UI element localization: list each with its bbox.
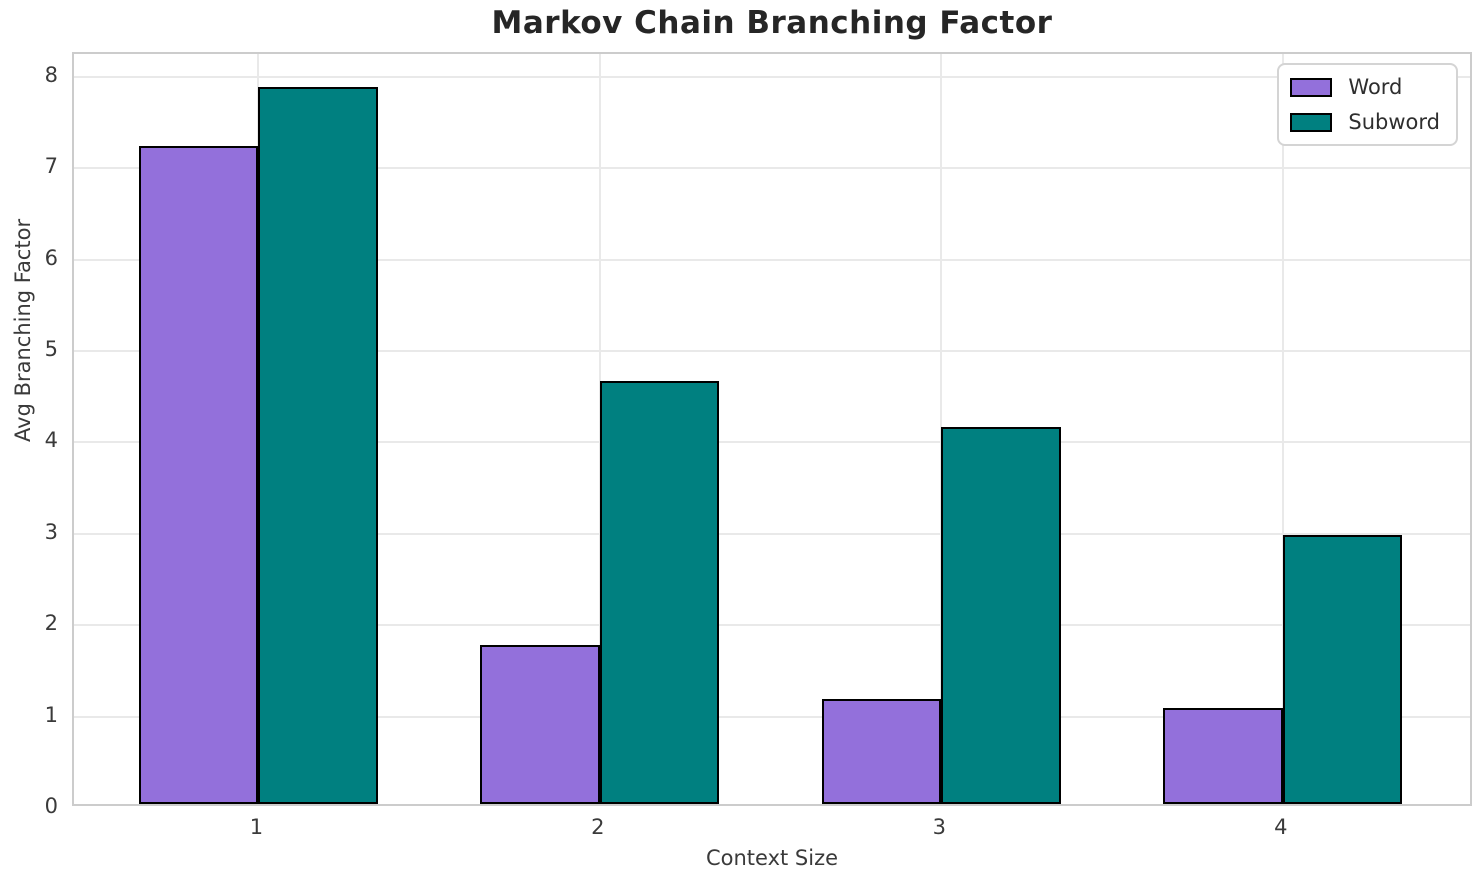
legend-item-word: Word xyxy=(1290,74,1440,100)
bar-subword-3 xyxy=(941,427,1061,804)
bar-word-4 xyxy=(1163,708,1283,804)
gridline-y-4 xyxy=(74,441,1470,444)
gridline-y-1 xyxy=(74,715,1470,718)
legend-label-word: Word xyxy=(1348,75,1403,99)
bar-subword-2 xyxy=(599,380,720,804)
bar-word-3 xyxy=(821,698,942,804)
legend-item-subword: Subword xyxy=(1290,109,1440,135)
legend-label-subword: Subword xyxy=(1348,110,1440,134)
y-tick-label-1: 1 xyxy=(44,702,58,727)
y-tick-label-7: 7 xyxy=(44,154,58,179)
bar-word-2 xyxy=(480,644,600,804)
y-tick-label-6: 6 xyxy=(44,245,58,270)
y-tick-label-0: 0 xyxy=(44,794,58,818)
y-tick-label-2: 2 xyxy=(44,611,58,636)
legend: Word Subword xyxy=(1277,63,1458,146)
x-tick-label-4: 4 xyxy=(1274,815,1288,839)
bar-word-1 xyxy=(138,145,259,804)
x-tick-label-1: 1 xyxy=(249,815,264,839)
plot-area: Word Subword xyxy=(72,52,1472,806)
x-axis-label: Context Size xyxy=(705,846,839,870)
gridline-y-6 xyxy=(74,258,1470,261)
legend-swatch-subword xyxy=(1290,112,1333,132)
gridline-y-5 xyxy=(74,350,1470,353)
y-tick-label-8: 8 xyxy=(44,62,58,87)
y-tick-label-5: 5 xyxy=(44,337,58,362)
x-tick-label-3: 3 xyxy=(932,815,946,839)
bar-subword-1 xyxy=(258,86,378,804)
legend-swatch-word xyxy=(1290,77,1333,97)
y-tick-label-3: 3 xyxy=(44,519,58,544)
chart-title: Markov Chain Branching Factor xyxy=(491,5,1053,41)
bar-subword-4 xyxy=(1282,535,1403,804)
gridline-y-2 xyxy=(74,624,1470,627)
gridline-y-7 xyxy=(74,167,1470,170)
gridline-y-8 xyxy=(74,75,1470,78)
gridline-x-4 xyxy=(1281,54,1284,804)
y-tick-label-4: 4 xyxy=(44,428,58,453)
gridline-y-3 xyxy=(74,532,1470,535)
x-tick-label-2: 2 xyxy=(591,815,605,839)
